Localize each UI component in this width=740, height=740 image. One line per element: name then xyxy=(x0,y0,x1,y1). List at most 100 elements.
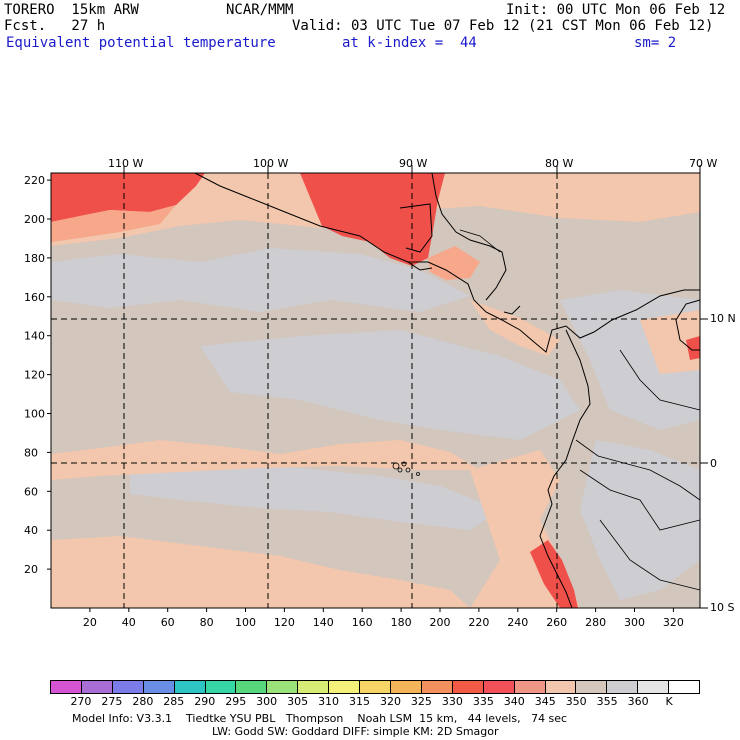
left-grid-label: 160 xyxy=(24,291,45,304)
hot-region-northwest xyxy=(51,173,205,222)
model-label: TORERO 15km ARW xyxy=(4,2,139,18)
colorbar-swatch xyxy=(545,681,577,693)
colorbar-label: 335 xyxy=(472,695,494,708)
colorbar-label: 300 xyxy=(256,695,278,708)
bottom-grid-label: 20 xyxy=(83,616,97,629)
left-grid-labels: 220 200 180 160 140 120 100 80 60 40 20 xyxy=(24,174,51,576)
colorbar-swatch xyxy=(236,681,268,693)
colorbar-swatch xyxy=(421,681,453,693)
coastlines xyxy=(194,172,701,609)
bottom-grid-label: 160 xyxy=(352,616,373,629)
cool-region-amazon xyxy=(580,440,700,600)
bottom-grid-label: 200 xyxy=(430,616,451,629)
valid-time: Valid: 03 UTC Tue 07 Feb 12 (21 CST Mon … xyxy=(292,18,714,34)
left-grid-label: 200 xyxy=(24,213,45,226)
colorbar-swatch xyxy=(514,681,546,693)
bottom-grid-label: 300 xyxy=(624,616,645,629)
colorbar-swatch xyxy=(174,681,206,693)
left-grid-label: 120 xyxy=(24,369,45,382)
colorbar-label: 345 xyxy=(534,695,556,708)
colorbar-labels: 270 275 280 285 290 295 300 305 310 315 320 325 330 3… xyxy=(50,695,720,709)
bottom-grid-labels: 20 40 60 80 100 120 140 160 180 200 220 240 260 280 30… xyxy=(83,608,684,629)
colorbar-swatch xyxy=(576,681,608,693)
bottom-grid-label: 120 xyxy=(274,616,295,629)
left-grid-label: 60 xyxy=(24,485,38,498)
colorbar-swatch xyxy=(205,681,237,693)
country-borders xyxy=(459,229,701,591)
map-tick-marks xyxy=(123,165,708,609)
colorbar-label: 275 xyxy=(101,695,123,708)
map-frame xyxy=(50,172,701,609)
field-name: Equivalent potential temperature xyxy=(6,35,276,51)
cool-band-2 xyxy=(200,330,580,440)
warm-region-central-america xyxy=(428,246,480,280)
lat-label: 10 N xyxy=(710,312,736,325)
colorbar-swatch xyxy=(669,681,700,693)
smoothing-label: sm= 2 xyxy=(634,35,677,51)
colorbar-swatch xyxy=(452,681,484,693)
bottom-grid-label: 280 xyxy=(585,616,606,629)
bottom-grid-label: 80 xyxy=(200,616,214,629)
colorbar-label: 290 xyxy=(194,695,216,708)
warm-region-east xyxy=(640,310,700,374)
map-canvas: 110 W 100 W 90 W 80 W 70 W 10 N 0 10 S 2… xyxy=(24,157,736,629)
colorbar-swatch xyxy=(483,681,515,693)
lat-label: 0 xyxy=(710,457,717,470)
cool-band-4 xyxy=(130,460,500,530)
cool-band-1 xyxy=(51,248,470,312)
colorbar-label: K xyxy=(665,695,673,708)
colorbar-swatch xyxy=(143,681,175,693)
colorbar-swatch xyxy=(329,681,361,693)
colorbar-swatch xyxy=(298,681,330,693)
left-grid-label: 180 xyxy=(24,252,45,265)
model-info-line2: LW: Godd SW: Goddard DIFF: simple KM: 2D… xyxy=(212,725,499,738)
colorbar-swatch xyxy=(607,681,639,693)
bottom-grid-label: 180 xyxy=(391,616,412,629)
org-label: NCAR/MMM xyxy=(226,2,294,18)
level-label: at k-index = 44 xyxy=(342,35,477,51)
lat-label: 10 S xyxy=(710,601,734,614)
left-grid-label: 40 xyxy=(24,524,38,537)
colorbar xyxy=(50,680,700,694)
colorbar-swatch xyxy=(638,681,670,693)
bottom-grid-label: 60 xyxy=(161,616,175,629)
warm-region-south-2 xyxy=(51,536,470,608)
warm-region-south-1 xyxy=(51,440,480,480)
bottom-grid-label: 140 xyxy=(313,616,334,629)
bottom-grid-label: 40 xyxy=(122,616,136,629)
bottom-grid-label: 320 xyxy=(663,616,684,629)
colorbar-label: 285 xyxy=(163,695,185,708)
colorbar-label: 360 xyxy=(627,695,649,708)
lat-lon-grid xyxy=(51,173,700,608)
colorbar-label: 320 xyxy=(379,695,401,708)
left-grid-label: 20 xyxy=(24,563,38,576)
left-grid-label: 100 xyxy=(24,408,45,421)
bottom-grid-label: 240 xyxy=(507,616,528,629)
lon-label: 70 W xyxy=(689,157,717,170)
warm-region-costa-rica xyxy=(470,300,560,356)
hot-spot-east xyxy=(686,336,700,360)
model-info-line1: Model Info: V3.3.1 Tiedtke YSU PBL Thomp… xyxy=(72,712,568,725)
colorbar-label: 340 xyxy=(503,695,525,708)
colorbar-label: 325 xyxy=(410,695,432,708)
lon-label: 110 W xyxy=(108,157,143,170)
left-grid-label: 140 xyxy=(24,330,45,343)
colorbar-label: 310 xyxy=(318,695,340,708)
init-time: Init: 00 UTC Mon 06 Feb 12 xyxy=(506,2,726,18)
colorbar-label: 270 xyxy=(70,695,92,708)
bottom-grid-label: 100 xyxy=(235,616,256,629)
forecast-hour: Fcst. 27 h xyxy=(4,18,106,34)
bottom-grid-label: 260 xyxy=(546,616,567,629)
colorbar-label: 330 xyxy=(441,695,463,708)
hot-region-central-america xyxy=(300,173,445,266)
colorbar-label: 350 xyxy=(565,695,587,708)
hot-region-northwest-fringe xyxy=(51,205,176,242)
colorbar-swatch xyxy=(390,681,422,693)
colorbar-swatch xyxy=(112,681,144,693)
colorbar-label: 305 xyxy=(287,695,309,708)
colorbar-swatch xyxy=(267,681,299,693)
lon-label: 100 W xyxy=(253,157,288,170)
lon-label: 80 W xyxy=(545,157,573,170)
colorbar-swatch xyxy=(360,681,391,693)
left-grid-label: 220 xyxy=(24,174,45,187)
